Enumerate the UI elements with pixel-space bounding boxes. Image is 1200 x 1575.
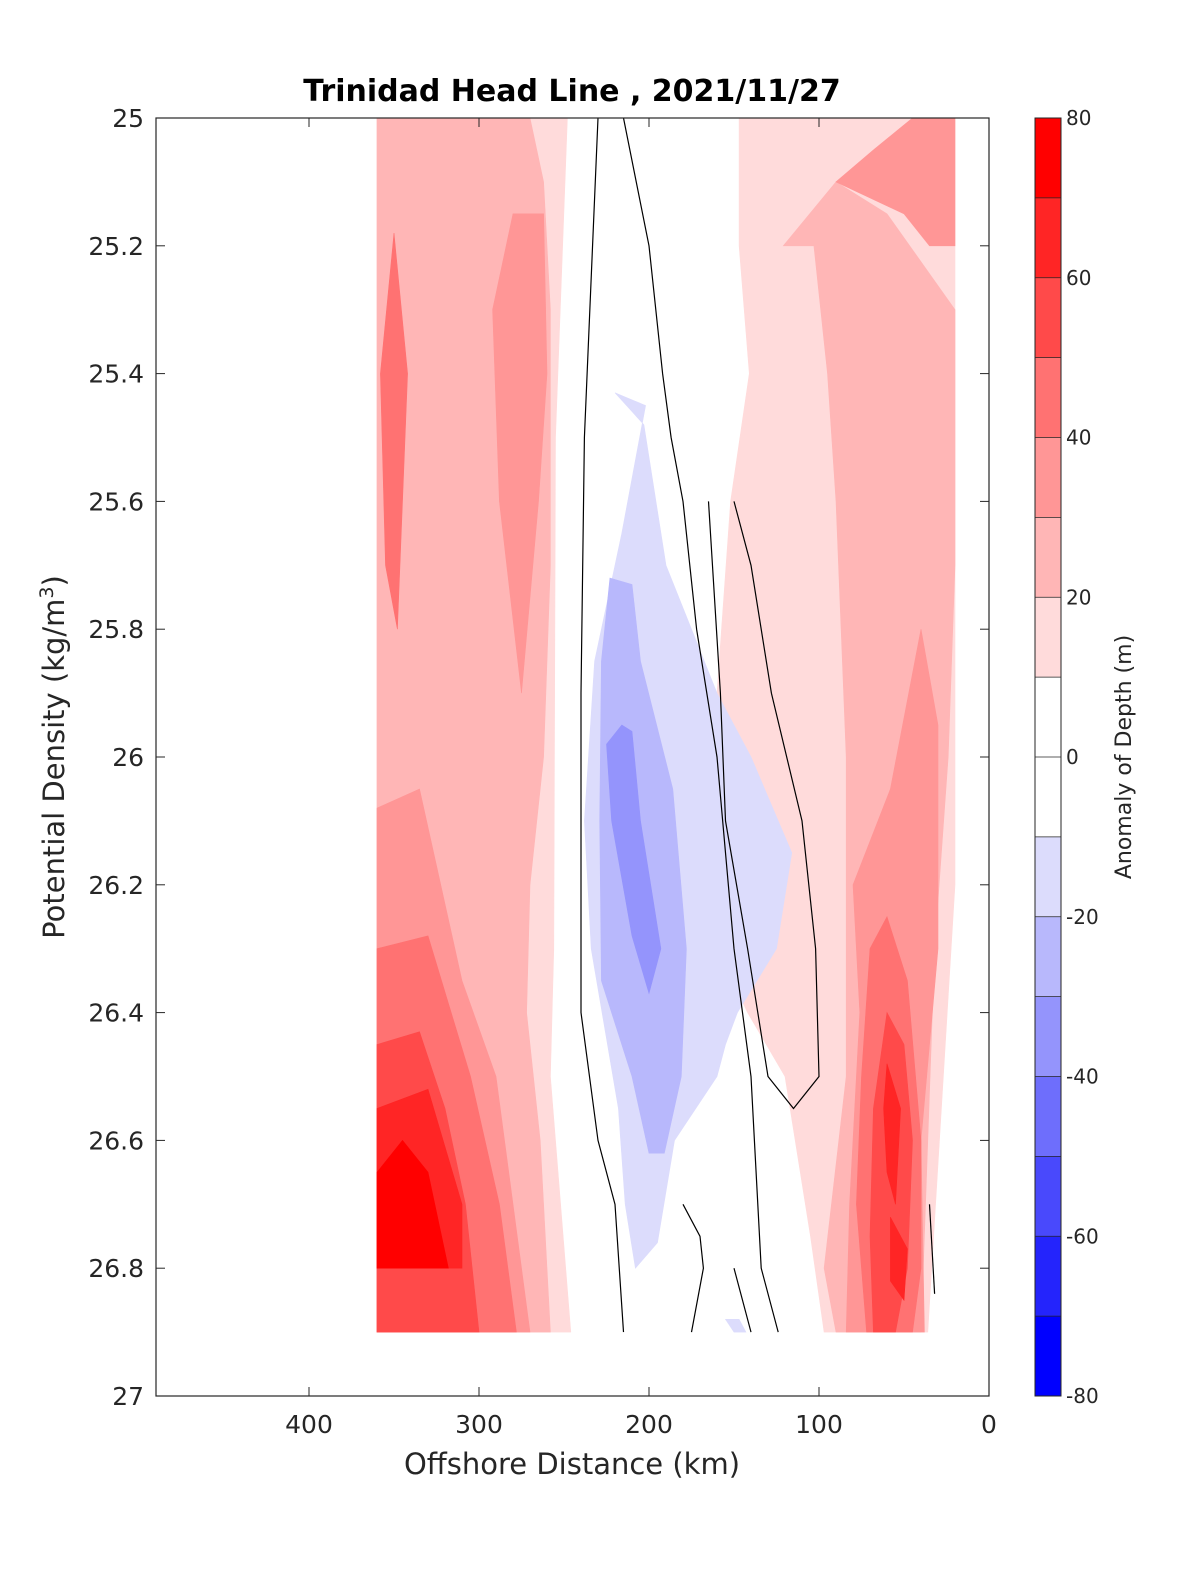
- contour-region-70-0: [376, 1139, 449, 1269]
- x-tick-label: 400: [285, 1410, 333, 1439]
- zero-contour-line-3: [682, 1204, 705, 1333]
- colorbar-tick-label: -80: [1066, 1384, 1099, 1408]
- colorbar-tick-label: 20: [1066, 585, 1091, 609]
- colorbar-swatch: [1035, 597, 1061, 678]
- plot-area: [376, 117, 956, 1333]
- x-axis-label: Offshore Distance (km): [404, 1447, 740, 1481]
- x-tick-label: 0: [981, 1410, 997, 1439]
- colorbar-swatch: [1035, 836, 1061, 918]
- x-axis-ticks: 400 300 200 100 0: [285, 118, 997, 1439]
- colorbar-swatch: [1035, 677, 1061, 758]
- colorbar-swatch: [1035, 916, 1061, 998]
- contour-region-60-1: [883, 1063, 901, 1205]
- y-tick-label: 25.6: [88, 487, 144, 516]
- colorbar-swatch: [1035, 357, 1061, 438]
- contour-region-30-0: [492, 213, 548, 694]
- y-tick-label: 25.4: [88, 360, 144, 389]
- contour-region-40-0: [380, 232, 408, 630]
- colorbar-swatch: [1035, 197, 1061, 279]
- x-tick-label: 100: [795, 1410, 843, 1439]
- zero-contour-line-1: [622, 117, 779, 1333]
- y-tick-label: 25.8: [88, 615, 144, 644]
- colorbar-swatch: [1035, 517, 1061, 598]
- colorbar-swatch: [1035, 1156, 1061, 1237]
- x-tick-label: 200: [625, 1410, 673, 1439]
- colorbar-tick-label: -40: [1066, 1065, 1099, 1089]
- zero-contour-line-2: [707, 501, 820, 1110]
- y-axis-label: Potential Density (kg/m3): [36, 575, 71, 939]
- colorbar-tick-label: -20: [1066, 905, 1099, 929]
- y-tick-label: 26.2: [88, 871, 144, 900]
- zero-contour-line-4: [733, 1268, 752, 1333]
- y-axis-label-base: Potential Density (kg/m: [37, 599, 71, 939]
- y-axis-ticks: 25 25.2 25.4 25.6 25.8 26 26.2 26.4 26.6 26.8 27: [88, 104, 989, 1411]
- y-tick-label: 25: [112, 104, 144, 133]
- contour-region--10-1: [724, 1319, 747, 1333]
- colorbar-swatch: [1035, 437, 1061, 518]
- colorbar-swatch: [1035, 1236, 1061, 1317]
- colorbar: 80 60 40 20 0 -20 -40 -60 -80: [1034, 106, 1099, 1408]
- y-axis-label-sup: 3: [36, 586, 58, 598]
- contour-region-30-2: [835, 117, 956, 247]
- colorbar-tick-label: 40: [1066, 426, 1091, 450]
- colorbar-frame: [1034, 117, 1062, 1397]
- y-tick-label: 26.8: [88, 1254, 144, 1283]
- colorbar-tick-label: 0: [1066, 745, 1079, 769]
- zero-contour-line-5: [928, 1204, 936, 1294]
- colorbar-swatch: [1035, 996, 1061, 1077]
- y-tick-label: 25.2: [88, 232, 144, 261]
- colorbar-tick-label: 80: [1066, 106, 1091, 130]
- colorbar-swatch: [1035, 1076, 1061, 1157]
- y-tick-label: 27: [112, 1382, 144, 1411]
- colorbar-swatch: [1035, 277, 1061, 359]
- y-tick-label: 26.6: [88, 1126, 144, 1155]
- colorbar-swatch: [1035, 1316, 1061, 1397]
- x-tick-label: 300: [455, 1410, 503, 1439]
- colorbar-label: Anomaly of Depth (m): [1112, 635, 1137, 879]
- contour-region--30-0: [606, 724, 662, 995]
- zero-contour-line-0: [580, 117, 625, 1333]
- colorbar-tick-label: 60: [1066, 266, 1091, 290]
- colorbar-swatch: [1035, 757, 1061, 838]
- colorbar-swatch: [1035, 118, 1061, 199]
- colorbar-tick-label: -60: [1066, 1224, 1099, 1248]
- zero-contour-lines: [580, 117, 936, 1333]
- contour-region-60-2: [890, 1216, 908, 1302]
- chart-title: Trinidad Head Line , 2021/11/27: [303, 74, 840, 109]
- y-tick-label: 26.4: [88, 999, 144, 1028]
- y-axis-label-close: ): [37, 575, 71, 586]
- y-tick-label: 26: [112, 743, 144, 772]
